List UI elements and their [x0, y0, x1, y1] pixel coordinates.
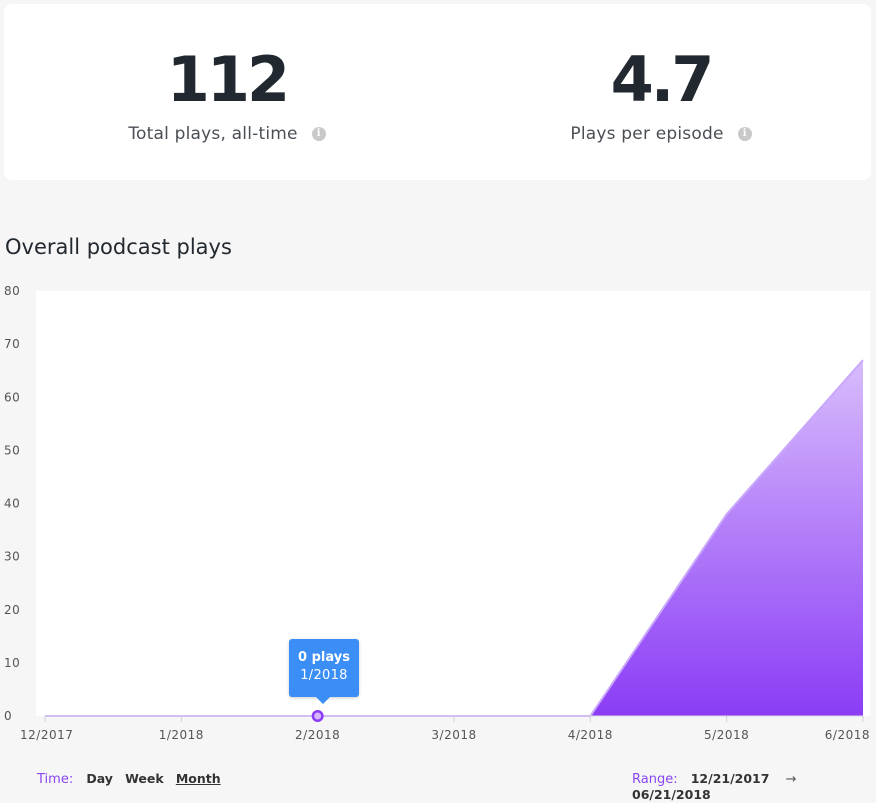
- range-end-date[interactable]: 06/21/2018: [632, 787, 711, 802]
- total-plays-label: Total plays, all-time: [128, 124, 298, 144]
- y-tick-label: 10: [4, 656, 20, 670]
- y-tick-label: 60: [4, 390, 20, 404]
- y-tick-label: 70: [4, 337, 20, 351]
- y-tick-label: 80: [4, 284, 20, 298]
- series-area: [45, 360, 863, 716]
- range-controls: Range: 12/21/2017 → 06/21/2018: [632, 771, 876, 803]
- per-episode-value: 4.7: [610, 43, 715, 116]
- range-label: Range:: [632, 772, 678, 787]
- stats-card: 112 Total plays, all-time i 4.7 Plays pe…: [4, 4, 871, 180]
- y-tick-label: 20: [4, 603, 20, 617]
- arrow-right-icon: →: [785, 772, 797, 787]
- total-plays-value: 112: [166, 43, 290, 116]
- y-tick-label: 0: [4, 709, 12, 723]
- y-tick-label: 50: [4, 443, 20, 457]
- plays-area-chart: 0 10 20 30 40 50 60 70 80 12/2017 1/2018 2/2018 3/20…: [4, 284, 870, 742]
- section-title: Overall podcast plays: [5, 235, 232, 259]
- x-tick-label: 1/2018: [159, 728, 204, 742]
- x-tick-label: 3/2018: [431, 728, 476, 742]
- time-controls: Time: Day Week Month: [37, 771, 229, 787]
- per-episode-stat: 4.7 Plays per episode i: [438, 4, 876, 144]
- time-option-month[interactable]: Month: [175, 771, 221, 786]
- info-icon[interactable]: i: [311, 127, 326, 141]
- y-tick-label: 30: [4, 550, 20, 564]
- info-icon[interactable]: i: [737, 127, 752, 141]
- total-plays-stat: 112 Total plays, all-time i: [4, 4, 450, 144]
- per-episode-label: Plays per episode: [570, 124, 724, 144]
- x-tick-label: 4/2018: [568, 728, 613, 742]
- time-label: Time:: [37, 772, 74, 787]
- x-tick-label: 5/2018: [704, 728, 749, 742]
- y-tick-label: 40: [4, 497, 20, 511]
- tooltip-title: 0 plays: [298, 650, 350, 665]
- time-option-week[interactable]: Week: [125, 771, 164, 786]
- x-tick-label: 12/2017: [20, 728, 73, 742]
- tooltip-subtitle: 1/2018: [300, 668, 348, 683]
- chart-tooltip: 0 plays 1/2018: [289, 639, 359, 704]
- highlight-point-inner: [314, 712, 322, 720]
- x-tick-label: 2/2018: [295, 728, 340, 742]
- x-tick-label: 6/2018: [825, 728, 870, 742]
- time-option-day[interactable]: Day: [86, 771, 113, 786]
- range-start-date[interactable]: 12/21/2017: [690, 771, 770, 786]
